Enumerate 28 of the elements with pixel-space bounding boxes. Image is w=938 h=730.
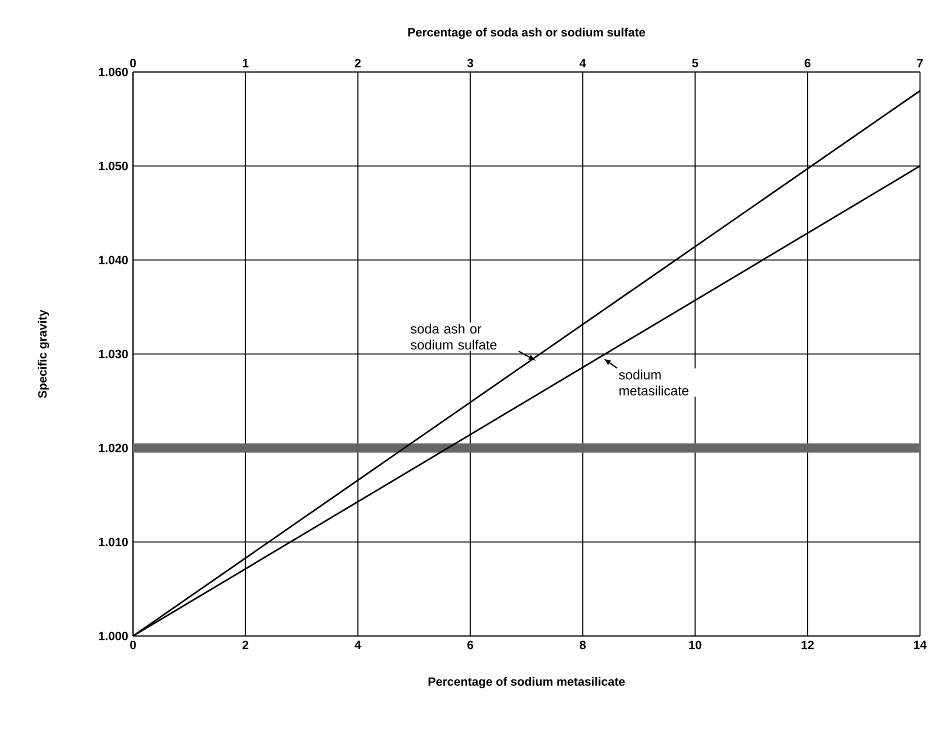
y-tick-label: 1.020 bbox=[99, 444, 128, 452]
x2-tick-label: 6 bbox=[804, 58, 810, 68]
y-tick-label: 1.030 bbox=[99, 350, 128, 358]
x2-tick-label: 0 bbox=[130, 58, 136, 68]
x-tick-label: 2 bbox=[242, 640, 248, 650]
y-axis-title: Specific gravity bbox=[38, 310, 50, 398]
x2-tick-label: 3 bbox=[467, 58, 474, 68]
y-tick-label: 1.060 bbox=[99, 68, 128, 76]
x2-tick-label: 2 bbox=[354, 58, 361, 68]
y-tick-label: 1.040 bbox=[99, 256, 128, 264]
legend-label: sodium metasilicate bbox=[618, 370, 688, 396]
x-tick-label: 14 bbox=[914, 640, 927, 649]
y-tick-label: 1.000 bbox=[99, 632, 128, 640]
x-tick-label: 10 bbox=[689, 640, 702, 650]
x-tick-label: 12 bbox=[802, 640, 814, 650]
y-tick-label: 1.050 bbox=[99, 162, 128, 170]
x2-tick-label: 5 bbox=[692, 58, 698, 68]
x2-tick-label: 1 bbox=[242, 59, 248, 68]
x2-axis-title: Percentage of soda ash or sodium sulfate bbox=[408, 28, 646, 39]
y-tick-label: 1.010 bbox=[99, 538, 128, 546]
x2-tick-label: 7 bbox=[917, 59, 923, 68]
x-tick-label: 8 bbox=[580, 640, 586, 650]
x-tick-label: 6 bbox=[467, 640, 474, 650]
x-tick-label: 4 bbox=[354, 640, 362, 649]
x-axis-title: Percentage of sodium metasilicate bbox=[428, 677, 625, 688]
text: soda ash or sodium sulfate bbox=[410, 324, 496, 350]
x2-tick-label: 4 bbox=[580, 59, 586, 68]
x-tick-label: 0 bbox=[130, 640, 136, 650]
